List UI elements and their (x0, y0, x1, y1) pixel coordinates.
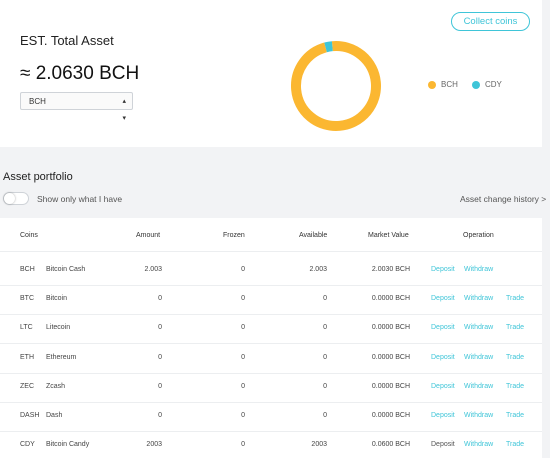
toggle-knob (4, 193, 15, 204)
withdraw-link[interactable]: Withdraw (464, 324, 494, 331)
total-asset-value: ≈ 2.0630 BCH (20, 63, 140, 84)
trade-link[interactable]: Trade (506, 354, 525, 361)
row-divider (0, 431, 542, 432)
asset-change-history-link[interactable]: Asset change history > (460, 194, 547, 204)
total-asset-card: EST. Total Asset ≈ 2.0630 BCH BCH ▴ ▾ Col… (0, 0, 542, 147)
chevron-updown-icon: ▴ ▾ (122, 98, 126, 122)
amount-cell: 2.003 (144, 266, 162, 273)
available-cell: 0 (323, 324, 327, 331)
available-cell: 2003 (311, 441, 327, 448)
market-value-cell: 0.0000 BCH (371, 295, 410, 302)
coin-name: Bitcoin Cash (46, 266, 86, 273)
frozen-cell: 0 (241, 383, 245, 390)
header-operation: Operation (463, 232, 494, 239)
available-cell: 0 (323, 295, 327, 302)
amount-cell: 0 (158, 295, 162, 302)
frozen-cell: 0 (241, 324, 245, 331)
legend-item-bch: BCH (428, 80, 458, 89)
coin-name: Dash (46, 412, 63, 419)
header-frozen: Frozen (223, 232, 245, 239)
market-value-cell: 0.0000 BCH (371, 324, 410, 331)
asset-table: Coins Amount Frozen Available Market Val… (0, 218, 542, 458)
withdraw-link[interactable]: Withdraw (464, 295, 494, 302)
frozen-cell: 0 (241, 354, 245, 361)
trade-link[interactable]: Trade (506, 441, 525, 448)
coin-name: Litecoin (46, 324, 71, 331)
deposit-link[interactable]: Deposit (431, 295, 455, 302)
row-divider (0, 402, 542, 403)
withdraw-link[interactable]: Withdraw (464, 383, 494, 390)
market-value-cell: 0.0000 BCH (371, 412, 410, 419)
donut-slice-bch (290, 41, 381, 131)
deposit-link[interactable]: Deposit (431, 324, 455, 331)
frozen-cell: 0 (241, 295, 245, 302)
withdraw-link[interactable]: Withdraw (464, 266, 494, 273)
frozen-cell: 0 (241, 412, 245, 419)
coin-name: Ethereum (46, 354, 77, 361)
coin-symbol: ZEC (20, 383, 34, 390)
row-divider (0, 373, 542, 374)
frozen-cell: 0 (241, 441, 245, 448)
legend-cdy-swatch (472, 80, 480, 89)
deposit-link[interactable]: Deposit (431, 354, 455, 361)
row-divider (0, 285, 542, 286)
trade-link[interactable]: Trade (506, 383, 525, 390)
market-value-cell: 0.0600 BCH (371, 441, 410, 448)
header-available: Available (299, 232, 328, 239)
market-value-cell: 0.0000 BCH (371, 383, 410, 390)
coin-name: Bitcoin Candy (46, 441, 90, 448)
coin-symbol: BTC (20, 295, 34, 302)
available-cell: 0 (323, 412, 327, 419)
coin-name: Bitcoin (46, 295, 68, 302)
coin-symbol: BCH (20, 266, 35, 273)
asset-donut-chart (290, 41, 381, 131)
deposit-link[interactable]: Deposit (431, 412, 455, 419)
legend-bch-label: BCH (441, 80, 458, 89)
header-coins: Coins (20, 232, 38, 239)
deposit-link[interactable]: Deposit (431, 383, 455, 390)
currency-select[interactable]: BCH ▴ ▾ (20, 92, 133, 122)
market-value-cell: 2.0030 BCH (371, 266, 410, 273)
available-cell: 0 (323, 354, 327, 361)
amount-cell: 0 (158, 354, 162, 361)
row-divider (0, 343, 542, 344)
coin-symbol: CDY (20, 441, 35, 448)
frozen-cell: 0 (241, 266, 245, 273)
trade-link[interactable]: Trade (506, 412, 525, 419)
amount-cell: 0 (158, 383, 162, 390)
withdraw-link[interactable]: Withdraw (464, 412, 494, 419)
header-divider (0, 251, 542, 252)
coin-symbol: LTC (20, 324, 33, 331)
available-cell: 2.003 (309, 266, 327, 273)
amount-cell: 2003 (146, 441, 162, 448)
header-market-value: Market Value (368, 232, 409, 239)
currency-select-value: BCH (29, 97, 46, 106)
total-asset-title: EST. Total Asset (20, 33, 114, 48)
amount-cell: 0 (158, 412, 162, 419)
amount-cell: 0 (158, 324, 162, 331)
available-cell: 0 (323, 383, 327, 390)
withdraw-link[interactable]: Withdraw (464, 354, 494, 361)
collect-coins-button[interactable]: Collect coins (451, 12, 530, 31)
show-only-label: Show only what I have (37, 194, 123, 204)
legend-cdy-label: CDY (485, 80, 502, 89)
deposit-link[interactable]: Deposit (431, 441, 455, 448)
legend-bch-swatch (428, 80, 436, 89)
trade-link[interactable]: Trade (506, 295, 525, 302)
coin-symbol: ETH (20, 354, 34, 361)
withdraw-link[interactable]: Withdraw (464, 441, 494, 448)
row-divider (0, 314, 542, 315)
coin-name: Zcash (46, 383, 66, 390)
asset-portfolio-title: Asset portfolio (3, 171, 73, 183)
legend-item-cdy: CDY (472, 80, 502, 89)
deposit-link[interactable]: Deposit (431, 266, 455, 273)
trade-link[interactable]: Trade (506, 324, 525, 331)
header-amount: Amount (136, 232, 161, 239)
show-only-toggle[interactable] (3, 192, 29, 205)
coin-symbol: DASH (20, 412, 40, 419)
market-value-cell: 0.0000 BCH (371, 354, 410, 361)
